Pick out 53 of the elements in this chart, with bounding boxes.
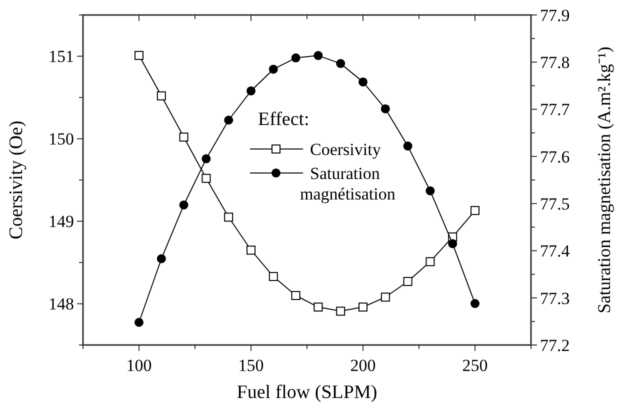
point xyxy=(380,104,390,114)
y2-tick-label: 77.5 xyxy=(540,194,570,214)
point xyxy=(179,200,188,210)
point xyxy=(224,116,234,125)
x-axis-title: Fuel flow (SLPM) xyxy=(236,382,378,403)
legend-title: Effect: xyxy=(258,109,310,130)
point xyxy=(314,51,323,60)
x-tick-label: 250 xyxy=(462,356,488,375)
point xyxy=(358,302,368,312)
y-tick-label: 150 xyxy=(48,130,74,149)
y2-tick-label: 77.3 xyxy=(540,288,570,308)
y2-tick-label: 77.2 xyxy=(540,336,570,355)
point xyxy=(134,50,144,60)
point xyxy=(202,154,211,164)
point xyxy=(246,86,256,96)
point xyxy=(156,254,166,264)
point xyxy=(179,132,188,142)
point xyxy=(268,272,278,282)
y2-tick-label: 77.7 xyxy=(540,100,570,120)
point xyxy=(470,206,480,216)
point xyxy=(426,186,435,196)
y2-tick-label: 77.4 xyxy=(540,242,570,261)
x-tick-label: 100 xyxy=(126,356,152,375)
y-tick-label: 151 xyxy=(48,47,74,66)
point xyxy=(291,53,300,62)
point xyxy=(336,59,346,68)
point xyxy=(470,299,480,308)
y2-tick-label: 77.6 xyxy=(540,147,570,166)
point xyxy=(448,239,458,248)
point xyxy=(336,306,346,316)
y-tick-label: 148 xyxy=(48,294,74,314)
point xyxy=(202,174,211,183)
point xyxy=(156,91,166,100)
point xyxy=(403,276,412,286)
y2-axis-title: Saturation magnetisation (A.m².kg⁻¹) xyxy=(594,46,614,314)
point xyxy=(268,64,278,74)
point xyxy=(291,291,300,300)
y-axis-title: Coersivity (Oe) xyxy=(6,120,27,240)
legend-label: Coersivity xyxy=(310,140,382,159)
point xyxy=(358,77,368,86)
y2-tick-label: 77.8 xyxy=(540,53,570,72)
legend-label: Saturation magnétisation xyxy=(300,164,396,204)
point xyxy=(426,257,435,266)
y-tick-label: 149 xyxy=(48,212,74,232)
point xyxy=(380,292,390,302)
x-tick-label: 200 xyxy=(350,356,376,375)
point xyxy=(134,318,144,327)
x-tick-label: 150 xyxy=(238,356,264,375)
point xyxy=(314,302,323,312)
point xyxy=(224,212,234,222)
y2-tick-label: 77.9 xyxy=(540,6,570,25)
point xyxy=(403,142,412,151)
point xyxy=(246,246,256,255)
